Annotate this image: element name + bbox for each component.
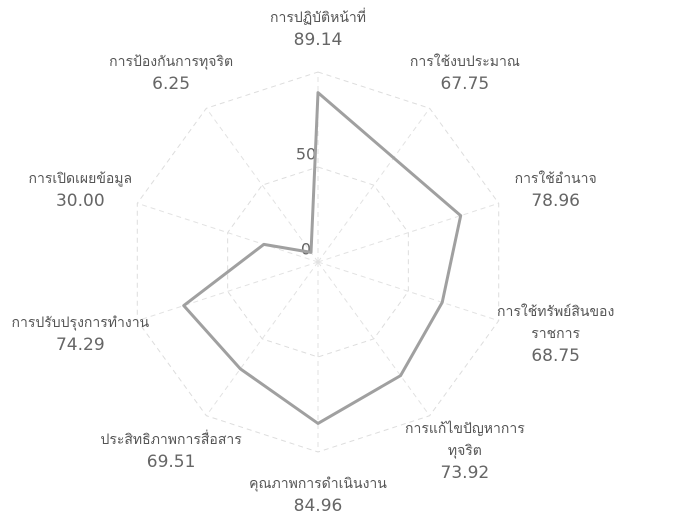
axis-label: การใช้งบประมาณ 67.75 [390, 51, 540, 95]
value-label: 68.75 [531, 346, 580, 367]
value-label: 84.96 [293, 496, 343, 517]
axis-label: การใช้ทรัพย์สินของราชการ 68.75 [481, 301, 631, 367]
category-label: การใช้ทรัพย์สินของราชการ [497, 304, 615, 343]
value-label: 67.75 [440, 74, 490, 95]
r-tick-label: 50 [296, 145, 316, 164]
category-label: การเปิดเผยข้อมูล [28, 170, 133, 187]
value-label: 89.14 [293, 29, 343, 50]
spoke [205, 107, 319, 263]
category-label: การใช้งบประมาณ [409, 54, 520, 71]
radar-line [182, 91, 463, 425]
value-label: 78.96 [531, 190, 580, 211]
value-label: 73.92 [440, 462, 490, 483]
value-label: 74.29 [55, 335, 105, 356]
axis-label: การปฏิบัติหน้าที่ 89.14 [243, 7, 393, 51]
r-tick-label: 0 [301, 240, 311, 259]
axis-label: การแก้ไขปัญหาการทุจริต 73.92 [390, 418, 540, 484]
grid-ring [227, 166, 409, 358]
axis-label: ประสิทธิภาพการสื่อสาร 69.51 [96, 429, 246, 473]
axis-label: คุณภาพการดำเนินงาน 84.96 [243, 473, 393, 517]
category-label: การปรับปรุงการทำงาน [11, 315, 150, 332]
category-label: ประสิทธิภาพการสื่อสาร [100, 431, 242, 448]
axis-label: การปรับปรุงการทำงาน 74.29 [5, 312, 155, 356]
category-label: การแก้ไขปัญหาการทุจริต [405, 420, 525, 459]
axis-label: การใช้อำนาจ 78.96 [481, 168, 631, 212]
spoke [137, 261, 319, 322]
category-label: การป้องกันการทุจริต [109, 54, 234, 71]
spoke [137, 202, 319, 263]
spoke [317, 261, 499, 322]
spoke [317, 107, 431, 263]
category-label: คุณภาพการดำเนินงาน [249, 476, 387, 493]
category-label: การใช้อำนาจ [514, 170, 597, 187]
value-label: 69.51 [146, 451, 196, 472]
spoke [317, 202, 499, 263]
value-label: 6.25 [152, 74, 191, 95]
spoke [205, 261, 319, 417]
value-label: 30.00 [55, 190, 105, 211]
category-label: การปฏิบัติหน้าที่ [269, 9, 366, 26]
axis-label: การป้องกันการทุจริต 6.25 [96, 51, 246, 95]
axis-label: การเปิดเผยข้อมูล 30.00 [5, 168, 155, 212]
spoke [317, 261, 431, 417]
